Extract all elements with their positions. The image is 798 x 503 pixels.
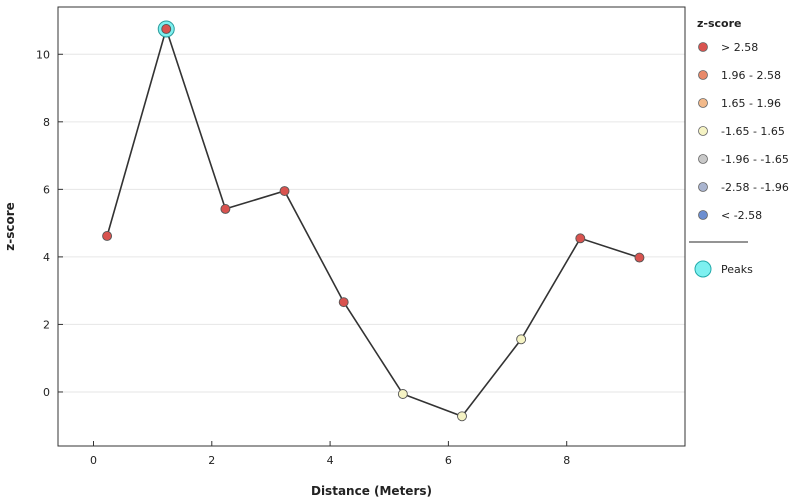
- data-point: [338, 297, 349, 308]
- points-layer: [102, 24, 645, 422]
- legend-marker: [698, 154, 708, 164]
- legend-marker: [698, 126, 708, 136]
- series-line: [106, 26, 640, 418]
- y-tick-label: 10: [36, 48, 50, 61]
- legend-marker: [698, 98, 708, 108]
- legend-label: < -2.58: [721, 209, 762, 222]
- grid-lines: [58, 53, 685, 393]
- legend-label: > 2.58: [721, 41, 758, 54]
- y-axis: 0 2 4 6 8 10: [36, 48, 63, 399]
- x-axis-title: Distance (Meters): [311, 484, 432, 498]
- legend: z-score > 2.58 1.96 - 2.58 1.65 - 1.96 -1.6…: [689, 17, 789, 278]
- data-point: [397, 389, 408, 399]
- y-axis-title: z-score: [3, 202, 17, 251]
- legend-peaks-label: Peaks: [721, 263, 753, 276]
- x-axis: 0 2 4 6 8: [90, 441, 570, 467]
- data-point: [279, 186, 290, 196]
- y-tick-label: 6: [43, 183, 50, 196]
- legend-label: -1.65 - 1.65: [721, 125, 785, 138]
- x-tick-label: 8: [563, 454, 570, 467]
- data-point: [102, 231, 113, 241]
- legend-label: -1.96 - -1.65: [721, 153, 789, 166]
- x-tick-label: 6: [445, 454, 452, 467]
- data-point: [220, 203, 231, 214]
- data-point: [457, 411, 467, 422]
- y-tick-label: 4: [43, 251, 50, 264]
- legend-marker: [698, 70, 708, 80]
- x-tick-label: 2: [208, 454, 215, 467]
- legend-peaks-marker: [694, 260, 712, 278]
- legend-marker: [698, 210, 708, 220]
- legend-marker: [698, 182, 708, 192]
- legend-marker: [698, 42, 708, 52]
- data-point: [575, 233, 586, 244]
- data-point: [634, 252, 645, 263]
- plot-area: [57, 6, 686, 447]
- legend-label: 1.65 - 1.96: [721, 97, 781, 110]
- legend-label: 1.96 - 2.58: [721, 69, 781, 82]
- y-tick-label: 0: [43, 386, 50, 399]
- legend-label: -2.58 - -1.96: [721, 181, 789, 194]
- data-point: [161, 24, 172, 34]
- x-tick-label: 0: [90, 454, 97, 467]
- data-point: [516, 334, 527, 345]
- y-tick-label: 8: [43, 116, 50, 129]
- series-line-layer: [106, 26, 640, 418]
- y-tick-label: 2: [43, 318, 50, 331]
- x-tick-label: 4: [327, 454, 334, 467]
- legend-title: z-score: [697, 17, 741, 30]
